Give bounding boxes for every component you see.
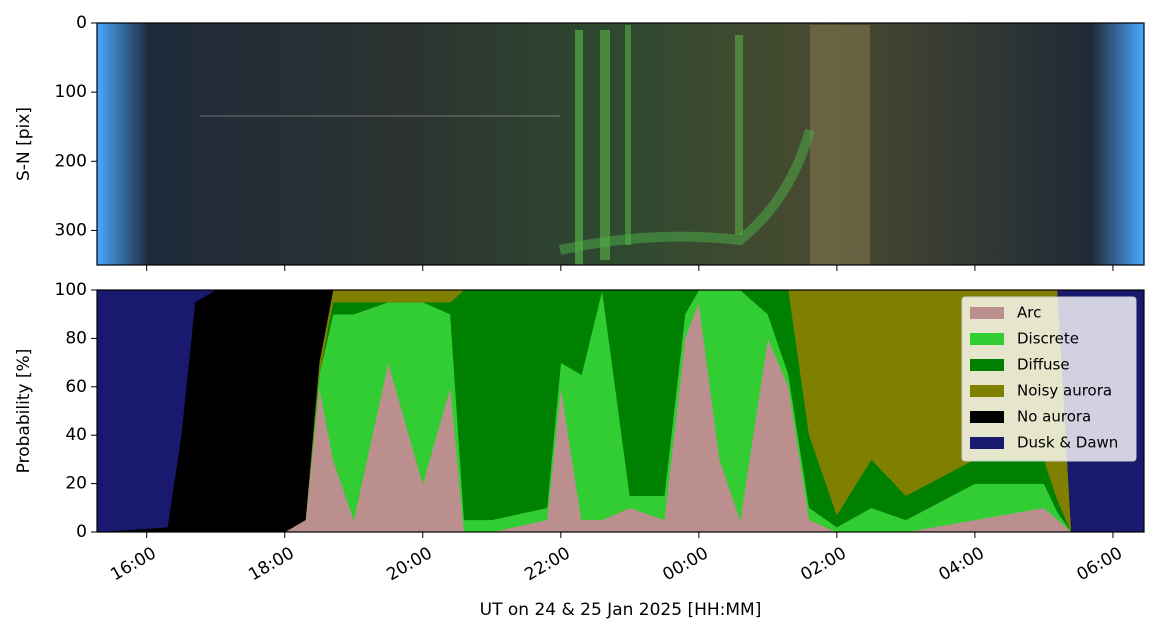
legend-swatch — [970, 359, 1004, 371]
legend-label: No aurora — [1017, 408, 1091, 426]
legend-label: Arc — [1017, 304, 1041, 322]
x-tick-label: 00:00 — [659, 543, 711, 585]
legend: Arc Discrete Diffuse Noisy aurora No aurora D… — [961, 296, 1137, 462]
x-axis-label: UT on 24 & 25 Jan 2025 [HH:MM] — [480, 600, 762, 620]
legend-swatch — [970, 385, 1004, 397]
legend-label: Dusk & Dawn — [1017, 434, 1118, 452]
x-tick-label: 18:00 — [245, 543, 297, 585]
legend-swatch — [970, 333, 1004, 345]
plot-frame — [96, 289, 1145, 533]
y-tick-label: 100 — [55, 82, 87, 102]
y-axis-label: Probability [%] — [14, 349, 34, 474]
y-tick-label: 60 — [65, 377, 87, 397]
legend-label: Discrete — [1017, 330, 1079, 348]
keogram-image — [97, 23, 1144, 265]
x-tick-label: 02:00 — [797, 543, 849, 585]
plot-frame — [96, 22, 1145, 266]
x-tick-label: 20:00 — [383, 543, 435, 585]
legend-label: Noisy aurora — [1017, 382, 1112, 400]
y-tick-label: 0 — [76, 522, 87, 542]
y-axis-label: S-N [pix] — [14, 107, 34, 181]
y-tick-label: 200 — [55, 151, 87, 171]
x-tick-label: 06:00 — [1074, 543, 1126, 585]
legend-swatch — [970, 307, 1004, 319]
y-tick-label: 300 — [55, 220, 87, 240]
legend-swatch — [970, 411, 1004, 423]
x-tick-label: 16:00 — [107, 543, 159, 585]
x-tick-label: 04:00 — [935, 543, 987, 585]
y-tick-label: 0 — [76, 13, 87, 33]
legend-label: Diffuse — [1017, 356, 1070, 374]
y-tick-label: 20 — [65, 474, 87, 494]
x-tick-label: 22:00 — [521, 543, 573, 585]
y-tick-label: 80 — [65, 328, 87, 348]
legend-swatch — [970, 437, 1004, 449]
y-tick-label: 100 — [55, 280, 87, 300]
y-tick-label: 40 — [65, 425, 87, 445]
legend-frame — [961, 296, 1137, 462]
